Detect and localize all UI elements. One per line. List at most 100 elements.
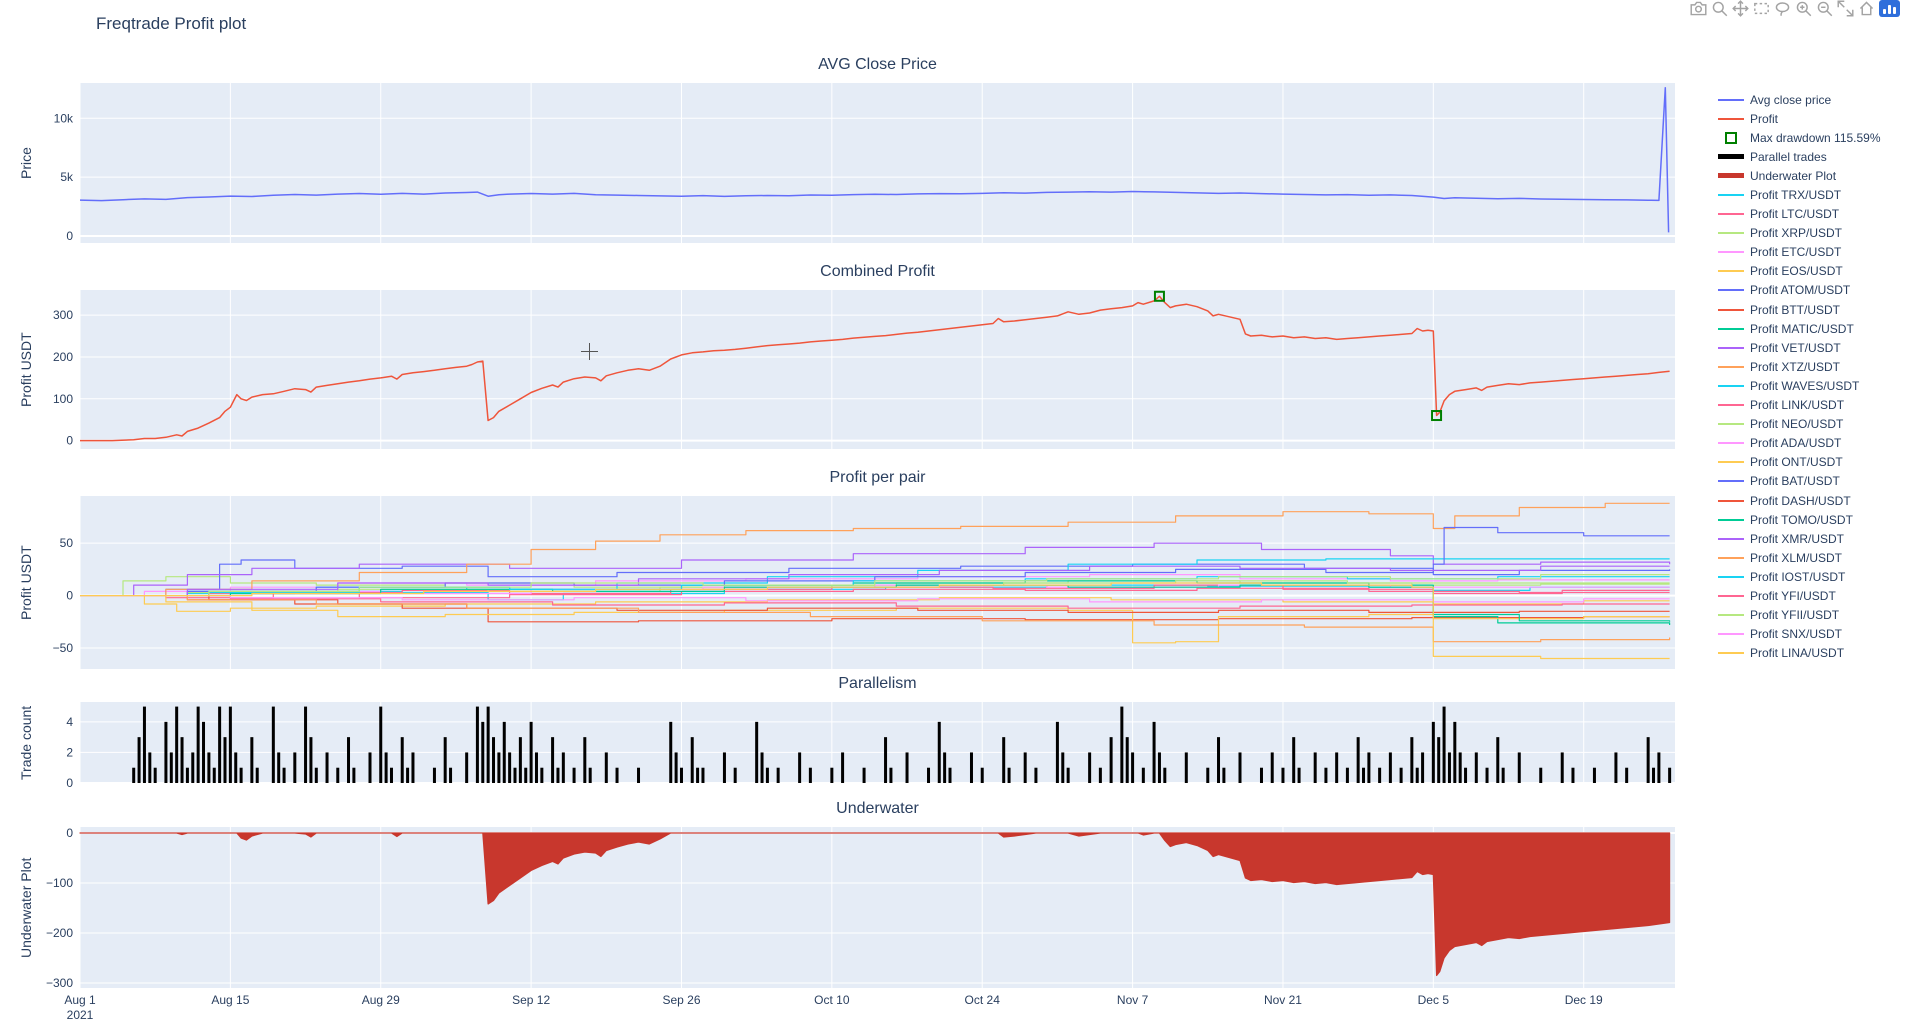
legend-item-profit-eos-usdt[interactable]: Profit EOS/USDT <box>1718 262 1881 281</box>
legend-item-profit-neo-usdt[interactable]: Profit NEO/USDT <box>1718 415 1881 434</box>
zoom-out-icon[interactable] <box>1816 0 1833 17</box>
camera-icon[interactable] <box>1690 0 1707 17</box>
y-tick-label: 100 <box>53 392 73 406</box>
y-axis-title-underwater: Underwater Plot <box>18 857 34 958</box>
legend-item-profit-xrp-usdt[interactable]: Profit XRP/USDT <box>1718 224 1881 243</box>
plot-area-parallelism[interactable] <box>80 702 1675 783</box>
legend-label: Profit DASH/USDT <box>1750 493 1851 508</box>
legend-label: Profit VET/USDT <box>1750 340 1841 355</box>
x-tick-label: Dec 19 <box>1565 993 1603 1007</box>
legend-item-max-drawdown-115-59[interactable]: Max drawdown 115.59% <box>1718 128 1881 147</box>
series-parallel-trades <box>529 721 533 783</box>
series-profit-eos-usdt <box>80 595 1670 612</box>
plot-area-avg-close-price[interactable] <box>80 83 1675 243</box>
legend-item-profit-iost-usdt[interactable]: Profit IOST/USDT <box>1718 567 1881 586</box>
series-parallel-trades <box>1474 752 1478 783</box>
legend-label: Parallel trades <box>1750 149 1827 164</box>
y-tick-label: 0 <box>66 589 73 603</box>
series-parallel-trades <box>1270 752 1274 783</box>
series-parallel-trades <box>943 752 947 783</box>
plot-area-combined-profit[interactable] <box>80 290 1675 449</box>
legend-item-profit[interactable]: Profit <box>1718 109 1881 128</box>
legend-item-profit-snx-usdt[interactable]: Profit SNX/USDT <box>1718 625 1881 644</box>
legend-label: Profit MATIC/USDT <box>1750 321 1854 336</box>
legend-item-profit-bat-usdt[interactable]: Profit BAT/USDT <box>1718 472 1881 491</box>
legend-item-profit-xtz-usdt[interactable]: Profit XTZ/USDT <box>1718 357 1881 376</box>
legend-swatch <box>1718 154 1744 160</box>
series-parallel-trades <box>1592 767 1596 783</box>
legend-item-profit-xlm-usdt[interactable]: Profit XLM/USDT <box>1718 548 1881 567</box>
zoom-in-icon[interactable] <box>1795 0 1812 17</box>
series-parallel-trades <box>722 752 726 783</box>
legend-label: Max drawdown 115.59% <box>1750 130 1881 145</box>
series-profit-btt-usdt <box>80 595 1670 623</box>
line-swatch-icon <box>1718 154 1744 160</box>
series-parallel-trades <box>492 737 496 783</box>
series-parallel-trades <box>1152 721 1156 783</box>
legend-swatch <box>1718 270 1744 273</box>
autoscale-icon[interactable] <box>1837 0 1854 17</box>
series-parallel-trades <box>588 767 592 783</box>
series-parallel-trades <box>1313 752 1317 783</box>
legend-item-underwater-plot[interactable]: Underwater Plot <box>1718 166 1881 185</box>
series-parallel-trades <box>862 767 866 783</box>
legend-item-profit-yfii-usdt[interactable]: Profit YFII/USDT <box>1718 606 1881 625</box>
legend-item-profit-matic-usdt[interactable]: Profit MATIC/USDT <box>1718 319 1881 338</box>
legend-item-profit-dash-usdt[interactable]: Profit DASH/USDT <box>1718 491 1881 510</box>
y-tick-label: 4 <box>66 715 73 729</box>
legend-item-profit-vet-usdt[interactable]: Profit VET/USDT <box>1718 338 1881 357</box>
legend-item-profit-ont-usdt[interactable]: Profit ONT/USDT <box>1718 453 1881 472</box>
legend-item-profit-ada-usdt[interactable]: Profit ADA/USDT <box>1718 434 1881 453</box>
x-tick-sublabel: 2021 <box>67 1008 94 1022</box>
series-parallel-trades <box>475 706 479 783</box>
plotly-logo-icon[interactable] <box>1879 0 1900 17</box>
series-parallel-trades <box>1184 752 1188 783</box>
series-parallel-trades <box>1206 767 1210 783</box>
legend-label: Underwater Plot <box>1750 168 1837 183</box>
lasso-icon[interactable] <box>1774 0 1791 17</box>
zoom-icon[interactable] <box>1711 0 1728 17</box>
legend-item-profit-btt-usdt[interactable]: Profit BTT/USDT <box>1718 300 1881 319</box>
series-parallel-trades <box>142 706 146 783</box>
box-select-icon[interactable] <box>1753 0 1770 17</box>
y-tick-label: 200 <box>53 350 73 364</box>
legend-item-avg-close-price[interactable]: Avg close price <box>1718 90 1881 109</box>
legend-label: Profit WAVES/USDT <box>1750 378 1860 393</box>
legend-item-profit-tomo-usdt[interactable]: Profit TOMO/USDT <box>1718 510 1881 529</box>
legend-swatch <box>1718 442 1744 445</box>
legend-item-profit-yfi-usdt[interactable]: Profit YFI/USDT <box>1718 586 1881 605</box>
legend-item-profit-ltc-usdt[interactable]: Profit LTC/USDT <box>1718 205 1881 224</box>
series-parallel-trades <box>551 737 555 783</box>
legend-item-profit-xmr-usdt[interactable]: Profit XMR/USDT <box>1718 529 1881 548</box>
x-tick-label: Nov 7 <box>1117 993 1149 1007</box>
series-parallel-trades <box>1034 767 1038 783</box>
series-profit-xmr-usdt <box>80 565 1670 597</box>
legend-item-profit-trx-usdt[interactable]: Profit TRX/USDT <box>1718 185 1881 204</box>
series-parallel-trades <box>325 752 329 783</box>
legend-swatch <box>1718 480 1744 483</box>
series-parallel-trades <box>486 706 490 783</box>
series-parallel-trades <box>223 737 227 783</box>
line-swatch-icon <box>1718 98 1744 101</box>
pan-icon[interactable] <box>1732 0 1749 17</box>
series-parallel-trades <box>905 752 909 783</box>
legend-item-profit-atom-usdt[interactable]: Profit ATOM/USDT <box>1718 281 1881 300</box>
legend-label: Profit TOMO/USDT <box>1750 512 1853 527</box>
series-parallel-trades <box>411 752 415 783</box>
reset-axes-icon[interactable] <box>1858 0 1875 17</box>
legend-item-profit-link-usdt[interactable]: Profit LINK/USDT <box>1718 396 1881 415</box>
series-parallel-trades <box>669 721 673 783</box>
series-avg-close-price <box>79 86 1670 233</box>
line-swatch-icon <box>1718 270 1744 273</box>
series-parallel-trades <box>733 767 737 783</box>
max-drawdown-marker <box>1153 290 1165 302</box>
x-tick-label: Nov 21 <box>1264 993 1302 1007</box>
series-parallel-trades <box>352 767 356 783</box>
line-swatch-icon <box>1718 480 1744 483</box>
series-parallel-trades <box>701 767 705 783</box>
legend-item-profit-lina-usdt[interactable]: Profit LINA/USDT <box>1718 644 1881 663</box>
legend-item-profit-etc-usdt[interactable]: Profit ETC/USDT <box>1718 243 1881 262</box>
legend-item-parallel-trades[interactable]: Parallel trades <box>1718 147 1881 166</box>
series-parallel-trades <box>1447 752 1451 783</box>
legend-item-profit-waves-usdt[interactable]: Profit WAVES/USDT <box>1718 376 1881 395</box>
